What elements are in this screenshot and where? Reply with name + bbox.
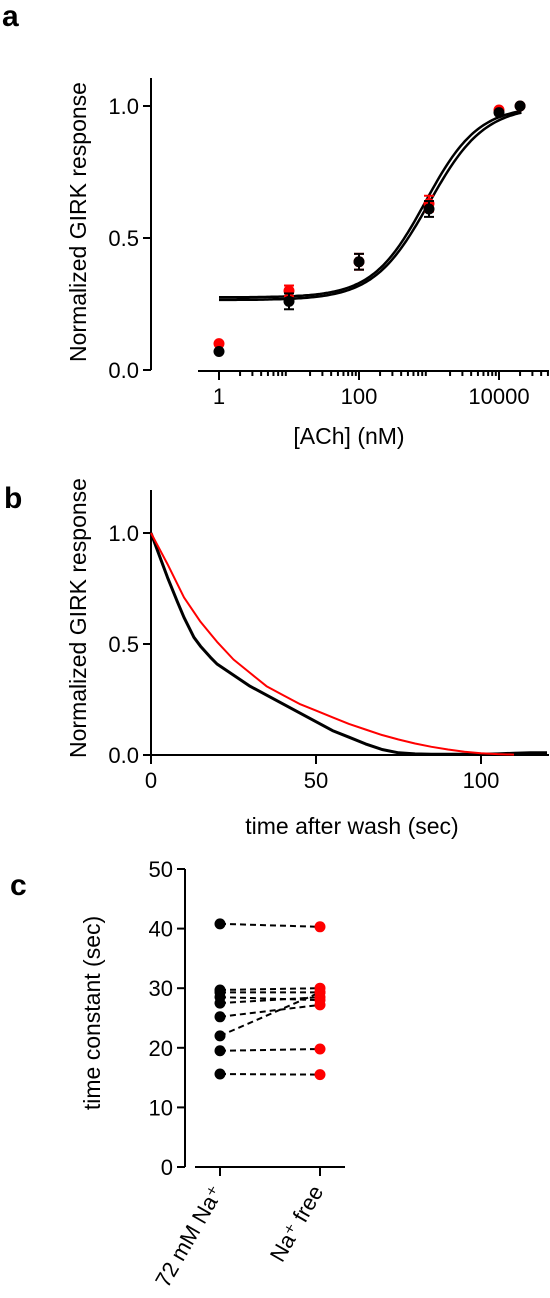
panel-b-ytick-label: 0.5	[108, 632, 139, 657]
panel-label-c: c	[10, 869, 27, 902]
panel-b-xtick-label: 50	[304, 768, 328, 793]
panel-b-series-line	[150, 532, 515, 756]
panel-b-series-line	[149, 532, 547, 756]
panel-a-xlabel: [ACh] (nM)	[293, 423, 404, 449]
panel-c-data-point	[214, 1030, 226, 1042]
panel-a-fit-curve	[219, 111, 522, 302]
panel-a-data-point	[493, 107, 505, 119]
panel-c-category-label: Na⁺ free	[265, 1181, 329, 1266]
panel-b-xlabel: time after wash (sec)	[245, 813, 458, 839]
panel-a-data-point	[213, 338, 225, 350]
panel-a-xtick-label: 100	[341, 384, 378, 409]
panel-c-ytick-label: 30	[149, 976, 173, 1001]
panel-c-category-label: 72 mM Na⁺	[150, 1181, 228, 1291]
panel-a-ytick-label: 0.0	[108, 358, 139, 383]
panel-b-ytick-label: 1.0	[108, 521, 139, 546]
panel-c-data-point	[214, 1068, 226, 1080]
panel-c-data-point	[314, 1069, 326, 1081]
panel-c-data-point	[314, 1043, 326, 1055]
panel-a-data-point	[283, 295, 295, 307]
panel-c-pair-line	[219, 1003, 321, 1018]
panel-a-ylabel: Normalized GIRK response	[65, 82, 91, 362]
panel-c-pair-line	[219, 991, 321, 1037]
panel-c-pair-line	[219, 996, 321, 1005]
panel-c-data-point	[214, 918, 226, 930]
panel-c-pair-line	[219, 1047, 321, 1052]
panel-a-data-point	[514, 100, 526, 112]
panel-c-ytick-label: 10	[149, 1095, 173, 1120]
panel-c-data-point	[214, 1045, 226, 1057]
panel-a-ytick-label: 0.5	[108, 226, 139, 251]
panel-c-ylabel: time constant (sec)	[79, 916, 105, 1110]
panel-a-xtick-label: 1	[213, 384, 225, 409]
panel-b-ylabel: Normalized GIRK response	[65, 478, 91, 758]
panel-c-ytick-label: 40	[149, 917, 173, 942]
panel-a-ytick-label: 1.0	[108, 94, 139, 119]
panel-a-data-point	[423, 203, 435, 215]
panel-b-xtick-label: 100	[463, 768, 500, 793]
panel-c-data-point	[214, 997, 226, 1009]
panel-c-ytick-label: 20	[149, 1036, 173, 1061]
panel-c-pair-line	[219, 922, 321, 928]
panel-a-data-point	[213, 346, 225, 358]
panel-c-pair-line	[219, 987, 321, 991]
panel-c-data-point	[314, 986, 326, 998]
panel-b-ytick-label: 0.0	[108, 743, 139, 768]
panel-c-data-point	[314, 999, 326, 1011]
panel-c-data-point	[314, 921, 326, 933]
panel-c-data-point	[214, 1011, 226, 1023]
panel-a-fit-curve	[219, 109, 522, 299]
panel-c-ytick-label: 0	[161, 1155, 173, 1180]
panel-c-pair-line	[219, 1073, 321, 1076]
panel-a-xtick-label: 10000	[468, 384, 529, 409]
panel-a-data-point	[353, 256, 365, 268]
panel-b-xtick-label: 0	[145, 768, 157, 793]
plots: 0.0 0.5 1.0 1 100 10000 0.0 0.5 1.0 0 50 100 0 10 20 30…	[108, 78, 549, 1291]
panel-label-b: b	[4, 482, 22, 515]
panel-c-ytick-label: 50	[149, 857, 173, 882]
panel-label-a: a	[2, 0, 19, 33]
